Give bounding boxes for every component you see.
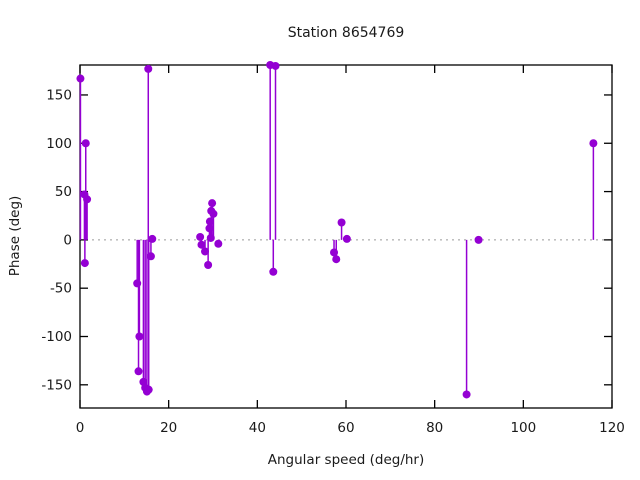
data-point (81, 139, 90, 148)
data-point (196, 232, 205, 241)
data-point (197, 240, 206, 249)
data-point (134, 367, 143, 376)
data-point (269, 267, 278, 276)
data-point (214, 239, 223, 248)
data-point (135, 332, 144, 341)
data-point (201, 247, 210, 256)
y-tick-label: -150 (41, 377, 72, 393)
data-point (330, 248, 339, 257)
data-point (80, 259, 89, 268)
data-point (148, 234, 157, 243)
x-tick-label: 120 (599, 420, 625, 436)
x-tick-label: 40 (249, 420, 266, 436)
data-point (462, 390, 471, 399)
data-point (144, 385, 153, 394)
data-point (209, 209, 218, 218)
y-tick-label: 50 (55, 184, 72, 200)
data-point (474, 235, 483, 244)
x-tick-label: 60 (337, 420, 354, 436)
data-point (206, 233, 215, 242)
data-point (205, 224, 214, 233)
y-axis-label: Phase (deg) (7, 196, 23, 277)
data-point (271, 61, 280, 70)
data-point (589, 139, 598, 148)
data-point (208, 199, 217, 208)
data-point (83, 195, 92, 204)
y-tick-label: 100 (46, 136, 72, 152)
x-tick-label: 80 (426, 420, 443, 436)
data-point (204, 261, 213, 270)
y-tick-label: 0 (63, 232, 72, 248)
x-axis-label: Angular speed (deg/hr) (268, 452, 425, 468)
data-point (144, 64, 153, 73)
y-tick-label: -100 (41, 329, 72, 345)
y-tick-label: 150 (46, 87, 72, 103)
x-tick-label: 100 (510, 420, 536, 436)
chart-title: Station 8654769 (288, 25, 405, 41)
data-point (133, 279, 142, 288)
data-point (337, 218, 346, 227)
x-tick-label: 0 (76, 420, 85, 436)
data-point (146, 252, 155, 261)
data-point (342, 234, 351, 243)
y-tick-label: -50 (50, 281, 72, 297)
data-point (76, 74, 85, 83)
data-point (332, 255, 341, 264)
data-point (205, 217, 214, 226)
x-tick-label: 20 (160, 420, 177, 436)
